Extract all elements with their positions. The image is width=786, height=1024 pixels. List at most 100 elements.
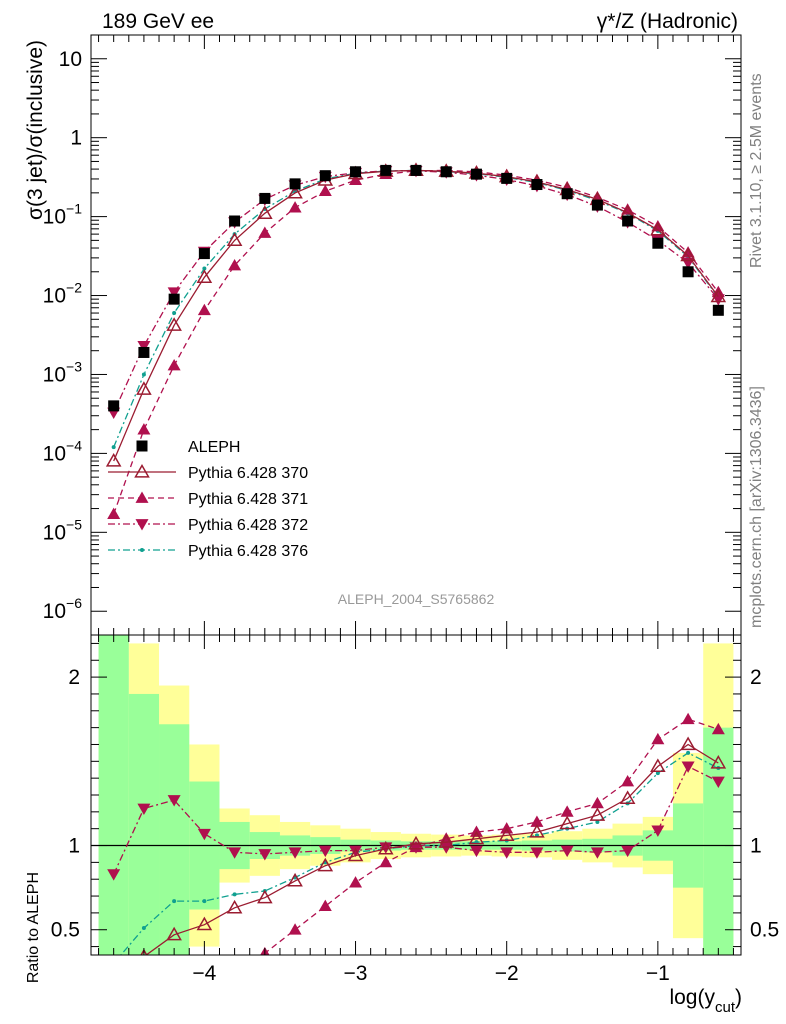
ratio-point-p376	[232, 892, 237, 897]
legend-marker	[136, 440, 148, 452]
ratio-point-p372	[258, 849, 272, 861]
main-point-data	[350, 166, 362, 178]
ratio-point-p372	[560, 845, 574, 858]
ratio-point-p371	[137, 991, 150, 1002]
main-point-p370	[105, 453, 122, 467]
ratio-point-p372	[439, 842, 453, 854]
main-point-p370	[710, 288, 727, 303]
ratio-y-tick-label-right: 1	[750, 835, 762, 858]
ratio-point-p370	[377, 840, 394, 855]
main-y-tick-label: 10−2	[43, 280, 83, 308]
ratio-y-tick-label: 2	[68, 666, 80, 689]
main-point-data	[410, 164, 422, 176]
ratio-point-p370	[196, 916, 213, 931]
x-axis-label-end: )	[735, 986, 742, 1009]
ratio-point-p372	[349, 845, 363, 858]
main-series-p372	[107, 165, 725, 419]
ratio-point-p370	[257, 889, 273, 904]
ratio-point-p376	[686, 750, 691, 755]
ratio-plot-area	[91, 635, 741, 1002]
ratio-point-p371	[711, 722, 725, 735]
ratio-point-p372	[228, 847, 242, 859]
legend-marker	[134, 463, 150, 478]
ratio-point-p371	[318, 899, 332, 912]
ratio-point-p370	[226, 899, 243, 914]
legend-label: Pythia 6.428 372	[188, 517, 308, 534]
legend-marker	[135, 491, 149, 503]
main-point-p371	[349, 173, 363, 185]
main-y-tick-label: 10−6	[43, 595, 83, 623]
legend-entry-p376: Pythia 6.428 376	[108, 543, 308, 560]
main-point-p376	[141, 372, 146, 377]
main-point-data	[501, 172, 513, 184]
ratio-point-p370	[438, 834, 455, 848]
ratio-point-p372	[197, 828, 211, 841]
ratio-point-p371	[288, 923, 302, 935]
ratio-band-band_inner	[159, 724, 190, 955]
ratio-y-axis: 2 2 1 1 0.5 0.5	[51, 642, 779, 948]
mcplots-label: mcplots.cern.ch [arXiv:1306.3436]	[748, 386, 765, 628]
main-point-p370	[257, 205, 273, 219]
ratio-point-p376	[202, 899, 207, 904]
main-point-data	[591, 199, 603, 211]
rivet-version-label: Rivet 3.1.10, ≥ 2.5M events	[748, 73, 765, 268]
ratio-point-p370	[619, 790, 636, 804]
main-y-tick-label: 10−5	[43, 516, 83, 544]
ratio-panel: 2 2 1 1 0.5 0.5 −4 −3 −2 −1 Ratio to ALEPH log(y…	[25, 634, 779, 1016]
main-point-data	[138, 346, 150, 358]
main-point-data	[561, 188, 573, 200]
main-y-tick-label: 1	[70, 127, 82, 150]
ratio-point-p370	[317, 857, 334, 872]
main-point-data	[108, 400, 120, 412]
ratio-point-p370	[589, 807, 606, 821]
ratio-y-axis-label: Ratio to ALEPH	[25, 872, 42, 983]
main-y-axis-label: σ(3 jet)/σ(inclusive)	[24, 40, 47, 220]
ratio-point-p372	[621, 845, 635, 858]
ratio-point-p376	[172, 899, 177, 904]
ratio-point-p372	[288, 847, 302, 859]
main-point-data	[531, 179, 543, 191]
main-panel: 10 1 10−1 10−2 10−3 10−4 10−5 10−6 σ(3 jet)/σ(i…	[24, 34, 742, 636]
ratio-point-p370	[408, 835, 424, 850]
ratio-y-tick-label: 0.5	[51, 919, 80, 942]
x-axis-label: log(ycut)	[669, 986, 742, 1016]
ratio-point-p376	[655, 771, 660, 776]
ratio-series-p371	[137, 712, 725, 1002]
ratio-point-p370	[107, 974, 120, 985]
ratio-point-p372	[590, 847, 604, 859]
ratio-point-p370	[468, 830, 485, 845]
main-point-data	[229, 215, 241, 227]
main-point-data	[682, 266, 694, 278]
ratio-point-p376	[112, 961, 116, 965]
main-point-p370	[650, 221, 666, 236]
ratio-point-p370	[529, 824, 545, 838]
ratio-point-p371	[379, 855, 393, 868]
main-point-p370	[166, 317, 182, 331]
main-point-data	[712, 304, 724, 316]
header-left-title: 189 GeV ee	[102, 10, 214, 33]
x-axis-label-main: log(y	[669, 986, 715, 1009]
x-tick-label: −1	[646, 962, 670, 985]
ratio-point-p372	[137, 803, 151, 815]
ratio-point-p372	[379, 842, 393, 854]
x-tick-label: −3	[344, 962, 368, 985]
ratio-point-p372	[530, 847, 544, 859]
ratio-point-p376	[595, 819, 600, 824]
ratio-line-p370	[145, 743, 719, 955]
main-point-p371	[167, 358, 181, 371]
ratio-series-p370	[107, 736, 727, 985]
ratio-point-p370	[559, 815, 575, 830]
legend-marker	[140, 548, 144, 552]
ratio-point-p372	[651, 825, 665, 837]
legend-label: ALEPH	[188, 439, 240, 456]
header-right-title: γ*/Z (Hadronic)	[597, 10, 738, 33]
ratio-point-p371	[228, 962, 241, 973]
ratio-point-p371	[560, 805, 574, 817]
main-y-tick-label: 10−4	[43, 437, 83, 465]
ratio-point-p372	[167, 795, 181, 807]
main-point-data	[622, 215, 634, 227]
main-point-p371	[288, 201, 302, 213]
main-y-tick-label: 10−1	[43, 201, 83, 229]
ratio-point-p372	[681, 761, 695, 773]
